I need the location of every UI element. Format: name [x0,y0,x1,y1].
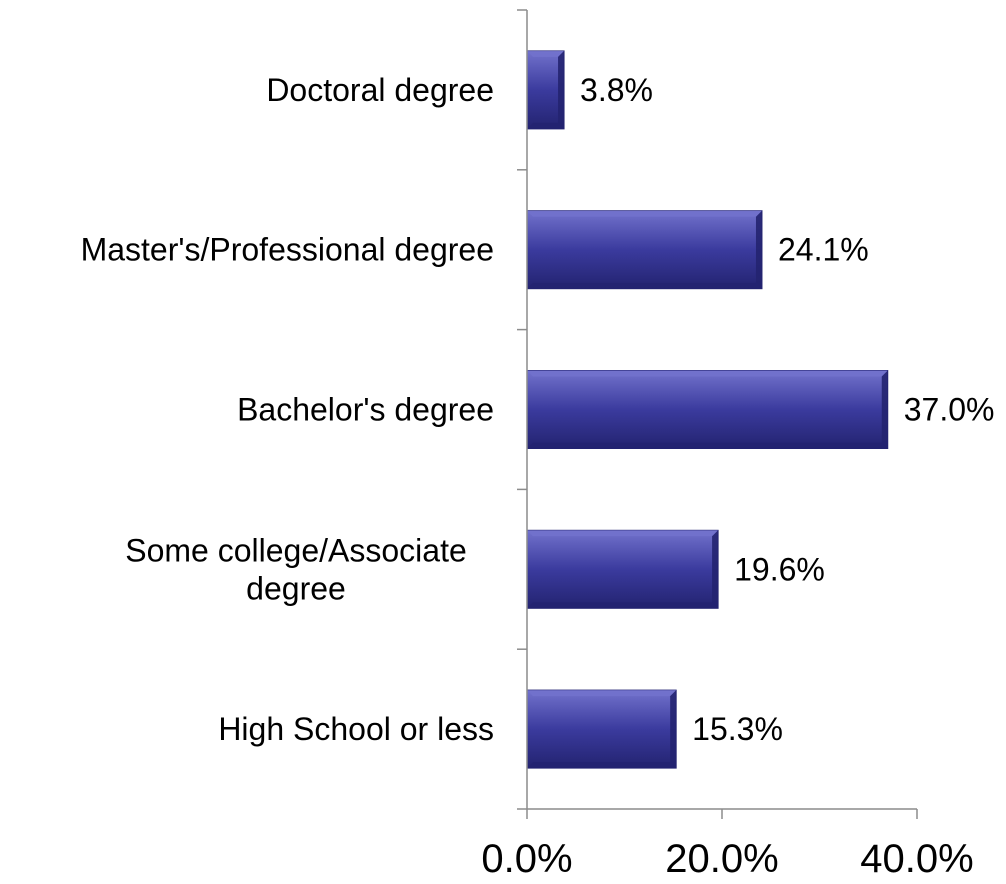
bar-bevel-top-0 [527,690,677,697]
bar-bevel-right-4 [558,50,565,129]
data-label-0: 15.3% [692,711,783,747]
bar-3 [526,210,763,290]
bar-0 [526,689,677,769]
bars-group [526,50,889,769]
category-label-3: Master's/Professional degree [81,232,494,268]
bar-bevel-bottom-2 [527,442,888,449]
category-label-1: Some college/Associate degree [125,532,467,606]
bar-bevel-bottom-4 [527,122,565,129]
bar-4 [526,50,565,130]
bar-bevel-right-1 [712,530,719,609]
data-label-4: 3.8% [580,72,653,108]
bar-bevel-right-2 [881,370,888,449]
bar-bevel-top-4 [527,50,565,57]
labels-group: 15.3% High School or less 19.6% Some colleg… [81,72,995,881]
bar-bevel-top-2 [527,370,888,377]
category-label-0: High School or less [218,711,494,747]
x-tick-label-1: 20.0% [665,837,778,879]
bar-bevel-bottom-1 [527,602,719,609]
bar-bevel-bottom-3 [527,282,762,289]
data-label-3: 24.1% [778,232,869,268]
bar-bevel-top-1 [527,530,719,537]
axes-group [517,9,918,819]
bar-bevel-bottom-0 [527,762,677,769]
bar-bevel-right-0 [670,690,677,769]
bar-1 [526,529,719,609]
category-label-line: degree [246,570,346,606]
category-label-2: Bachelor's degree [237,392,494,428]
data-label-1: 19.6% [734,551,825,587]
category-label-line: Some college/Associate [125,532,467,568]
bar-bevel-right-3 [755,210,762,289]
data-label-2: 37.0% [904,392,995,428]
x-tick-label-2: 40.0% [860,837,973,879]
category-label-4: Doctoral degree [266,72,494,108]
x-tick-label-0: 0.0% [481,837,572,879]
bar-bevel-top-3 [527,210,762,217]
bar-2 [526,370,889,449]
